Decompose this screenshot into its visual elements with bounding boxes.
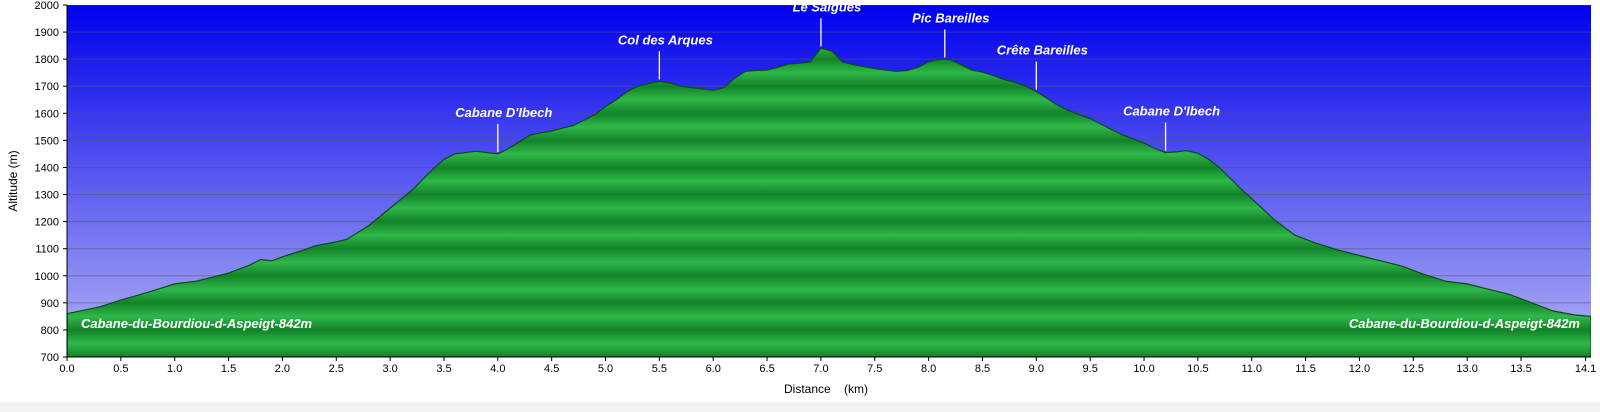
x-tick-label-13: 6.5: [759, 363, 774, 375]
x-tick-label-12: 6.0: [706, 363, 721, 375]
start-point-label: Cabane-du-Bourdiou-d-Aspeigt-842m: [81, 316, 313, 331]
x-tick-label-5: 2.5: [329, 363, 344, 375]
y-tick-label-9: 1600: [35, 108, 59, 120]
x-tick-label-18: 9.0: [1029, 363, 1044, 375]
annotation-label-5: Cabane D'Ibech: [1123, 104, 1220, 119]
x-tick-label-14: 7.0: [813, 363, 828, 375]
y-tick-label-13: 2000: [35, 0, 59, 12]
x-tick-label-2: 1.0: [167, 363, 182, 375]
x-tick-label-25: 12.5: [1403, 363, 1424, 375]
y-tick-label-0: 700: [41, 352, 59, 364]
terrain-profile: [67, 47, 1591, 357]
annotation-label-2: Le Saigues: [793, 0, 862, 14]
y-tick-label-8: 1500: [35, 135, 59, 147]
x-tick-label-10: 5.0: [598, 363, 613, 375]
x-tick-label-8: 4.0: [490, 363, 505, 375]
x-tick-label-17: 8.5: [975, 363, 990, 375]
x-tick-label-27: 13.5: [1510, 363, 1531, 375]
annotation-label-0: Cabane D'Ibech: [455, 105, 552, 120]
y-tick-label-2: 900: [41, 298, 59, 310]
x-tick-label-21: 10.5: [1187, 363, 1208, 375]
y-tick-label-12: 1900: [35, 27, 59, 39]
y-tick-label-4: 1100: [35, 244, 59, 256]
x-tick-label-20: 10.0: [1133, 363, 1154, 375]
x-tick-label-4: 2.0: [275, 363, 290, 375]
x-tick-label-15: 7.5: [867, 363, 882, 375]
x-tick-label-1: 0.5: [113, 363, 128, 375]
x-axis-title: Distance (km): [784, 382, 868, 396]
x-tick-label-28: 14.1: [1575, 363, 1596, 375]
y-tick-label-7: 1400: [35, 162, 59, 174]
y-tick-label-3: 1000: [35, 271, 59, 283]
x-tick-label-11: 5.5: [652, 363, 667, 375]
x-tick-label-19: 9.5: [1083, 363, 1098, 375]
x-tick-label-3: 1.5: [221, 363, 236, 375]
y-tick-label-6: 1300: [35, 190, 59, 202]
y-axis-title: Altitude (m): [6, 150, 20, 211]
y-tick-label-5: 1200: [35, 217, 59, 229]
x-tick-label-22: 11.0: [1241, 363, 1262, 375]
annotations: Cabane D'Ibech Col des Arques Le Saigues Pi…: [455, 0, 1220, 152]
x-tick-label-23: 11.5: [1295, 363, 1316, 375]
y-tick-label-10: 1700: [35, 81, 59, 93]
annotation-label-3: Pic Bareilles: [912, 10, 989, 25]
y-tick-label-1: 800: [41, 325, 59, 337]
x-tick-label-26: 13.0: [1456, 363, 1477, 375]
terrain-area: [67, 47, 1591, 357]
x-tick-label-0: 0.0: [59, 363, 74, 375]
annotation-label-1: Col des Arques: [618, 32, 713, 47]
x-tick-label-7: 3.5: [436, 363, 451, 375]
x-tick-label-9: 4.5: [544, 363, 559, 375]
annotation-label-4: Crête Bareilles: [997, 43, 1088, 58]
end-point-label: Cabane-du-Bourdiou-d-Aspeigt-842m: [1349, 316, 1581, 331]
x-tick-label-24: 12.0: [1349, 363, 1370, 375]
x-tick-label-16: 8.0: [921, 363, 936, 375]
axes: 700 800 900 1000 1100 1200 1300 1400 1500 1600 170…: [35, 0, 1597, 375]
y-tick-label-11: 1800: [35, 54, 59, 66]
x-tick-label-6: 3.0: [382, 363, 397, 375]
